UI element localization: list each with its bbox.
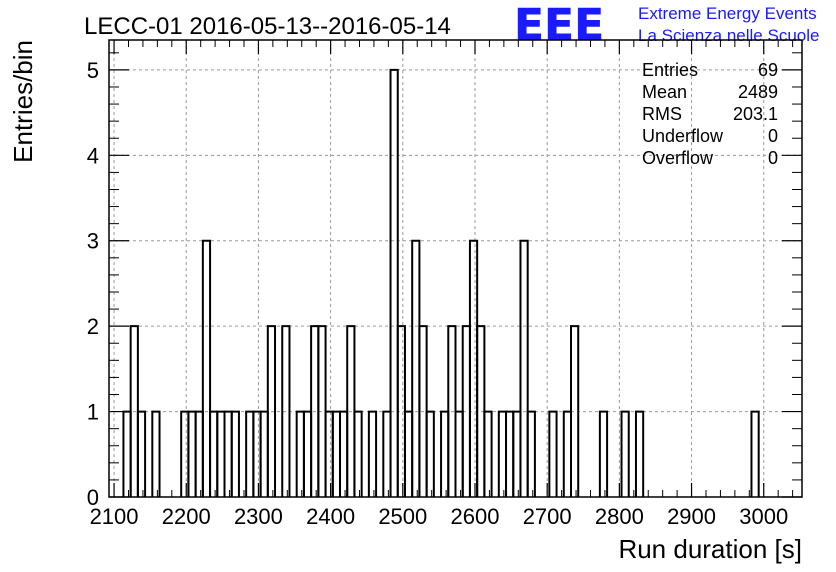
x-axis-title: Run duration [s] bbox=[618, 534, 802, 564]
histogram-bin bbox=[367, 410, 378, 497]
stats-row: Mean 2489 bbox=[642, 82, 778, 102]
x-tick-label: 3000 bbox=[739, 504, 788, 529]
y-tick-label: 4 bbox=[87, 143, 99, 168]
y-tick-label: 0 bbox=[87, 485, 99, 510]
stats-label-mean: Mean bbox=[642, 82, 687, 102]
stats-row: Entries 69 bbox=[642, 60, 778, 80]
histogram-bin bbox=[620, 410, 630, 497]
x-tick-label: 2800 bbox=[595, 504, 644, 529]
histogram-bin bbox=[570, 325, 580, 497]
stats-label-overflow: Overflow bbox=[642, 148, 714, 168]
histogram-bin bbox=[548, 410, 558, 497]
chart-title: LECC-01 2016-05-13--2016-05-14 bbox=[84, 13, 451, 40]
histogram-bin bbox=[634, 410, 645, 497]
histogram-bin bbox=[750, 410, 760, 497]
histogram-bin bbox=[281, 325, 291, 497]
y-tick-label: 5 bbox=[87, 58, 99, 83]
histogram-bin bbox=[483, 410, 493, 497]
stats-value-overflow: 0 bbox=[768, 148, 778, 168]
axis-ticks bbox=[109, 40, 802, 498]
stats-label-entries: Entries bbox=[642, 60, 698, 80]
y-tick-label: 2 bbox=[87, 314, 99, 339]
plot-frame bbox=[108, 39, 803, 498]
grid-lines bbox=[109, 40, 802, 497]
x-tick-label: 2900 bbox=[667, 504, 716, 529]
x-tick-labels: 2100 2200 2300 2400 2500 2600 2700 2800 2900 3000 bbox=[90, 504, 789, 529]
histogram-bin bbox=[201, 239, 212, 497]
histogram-bin bbox=[519, 239, 529, 497]
stats-box: Entries 69 Mean 2489 RMS 203.1 Underflow… bbox=[642, 60, 778, 168]
y-axis-title: Entries/bin bbox=[8, 40, 38, 163]
x-tick-label: 2700 bbox=[523, 504, 572, 529]
histogram-bin bbox=[151, 410, 161, 497]
x-tick-label: 2500 bbox=[378, 504, 427, 529]
histogram-bin bbox=[266, 325, 277, 497]
x-tick-label: 2300 bbox=[234, 504, 283, 529]
stats-row: Underflow 0 bbox=[642, 126, 778, 146]
stats-label-rms: RMS bbox=[642, 104, 682, 124]
stats-row: RMS 203.1 bbox=[642, 104, 778, 124]
histogram-bin bbox=[136, 410, 147, 497]
histogram-bin bbox=[526, 410, 536, 497]
histogram-bin bbox=[425, 410, 435, 497]
stats-value-underflow: 0 bbox=[768, 126, 778, 146]
x-tick-label: 2400 bbox=[306, 504, 355, 529]
eee-logo: EEE Extreme Energy Events La Scienza nel… bbox=[514, 0, 820, 51]
histogram-bin bbox=[230, 410, 240, 497]
stats-row: Overflow 0 bbox=[642, 148, 778, 168]
x-tick-label: 2200 bbox=[162, 504, 211, 529]
y-tick-labels: 0 1 2 3 4 5 bbox=[87, 58, 99, 510]
x-tick-label: 2100 bbox=[90, 504, 139, 529]
stats-value-mean: 2489 bbox=[738, 82, 778, 102]
x-tick-label: 2600 bbox=[451, 504, 500, 529]
y-tick-label: 3 bbox=[87, 229, 99, 254]
stats-label-underflow: Underflow bbox=[642, 126, 724, 146]
histogram-bin bbox=[353, 410, 363, 497]
eee-logo-mark: EEE bbox=[514, 0, 604, 51]
histogram-bin bbox=[598, 410, 609, 497]
stats-value-entries: 69 bbox=[758, 60, 778, 80]
stats-value-rms: 203.1 bbox=[733, 104, 778, 124]
histogram-step-line bbox=[122, 68, 760, 497]
y-tick-label: 1 bbox=[87, 400, 99, 425]
logo-line-1: Extreme Energy Events bbox=[638, 4, 817, 23]
histogram-bin bbox=[389, 68, 399, 497]
